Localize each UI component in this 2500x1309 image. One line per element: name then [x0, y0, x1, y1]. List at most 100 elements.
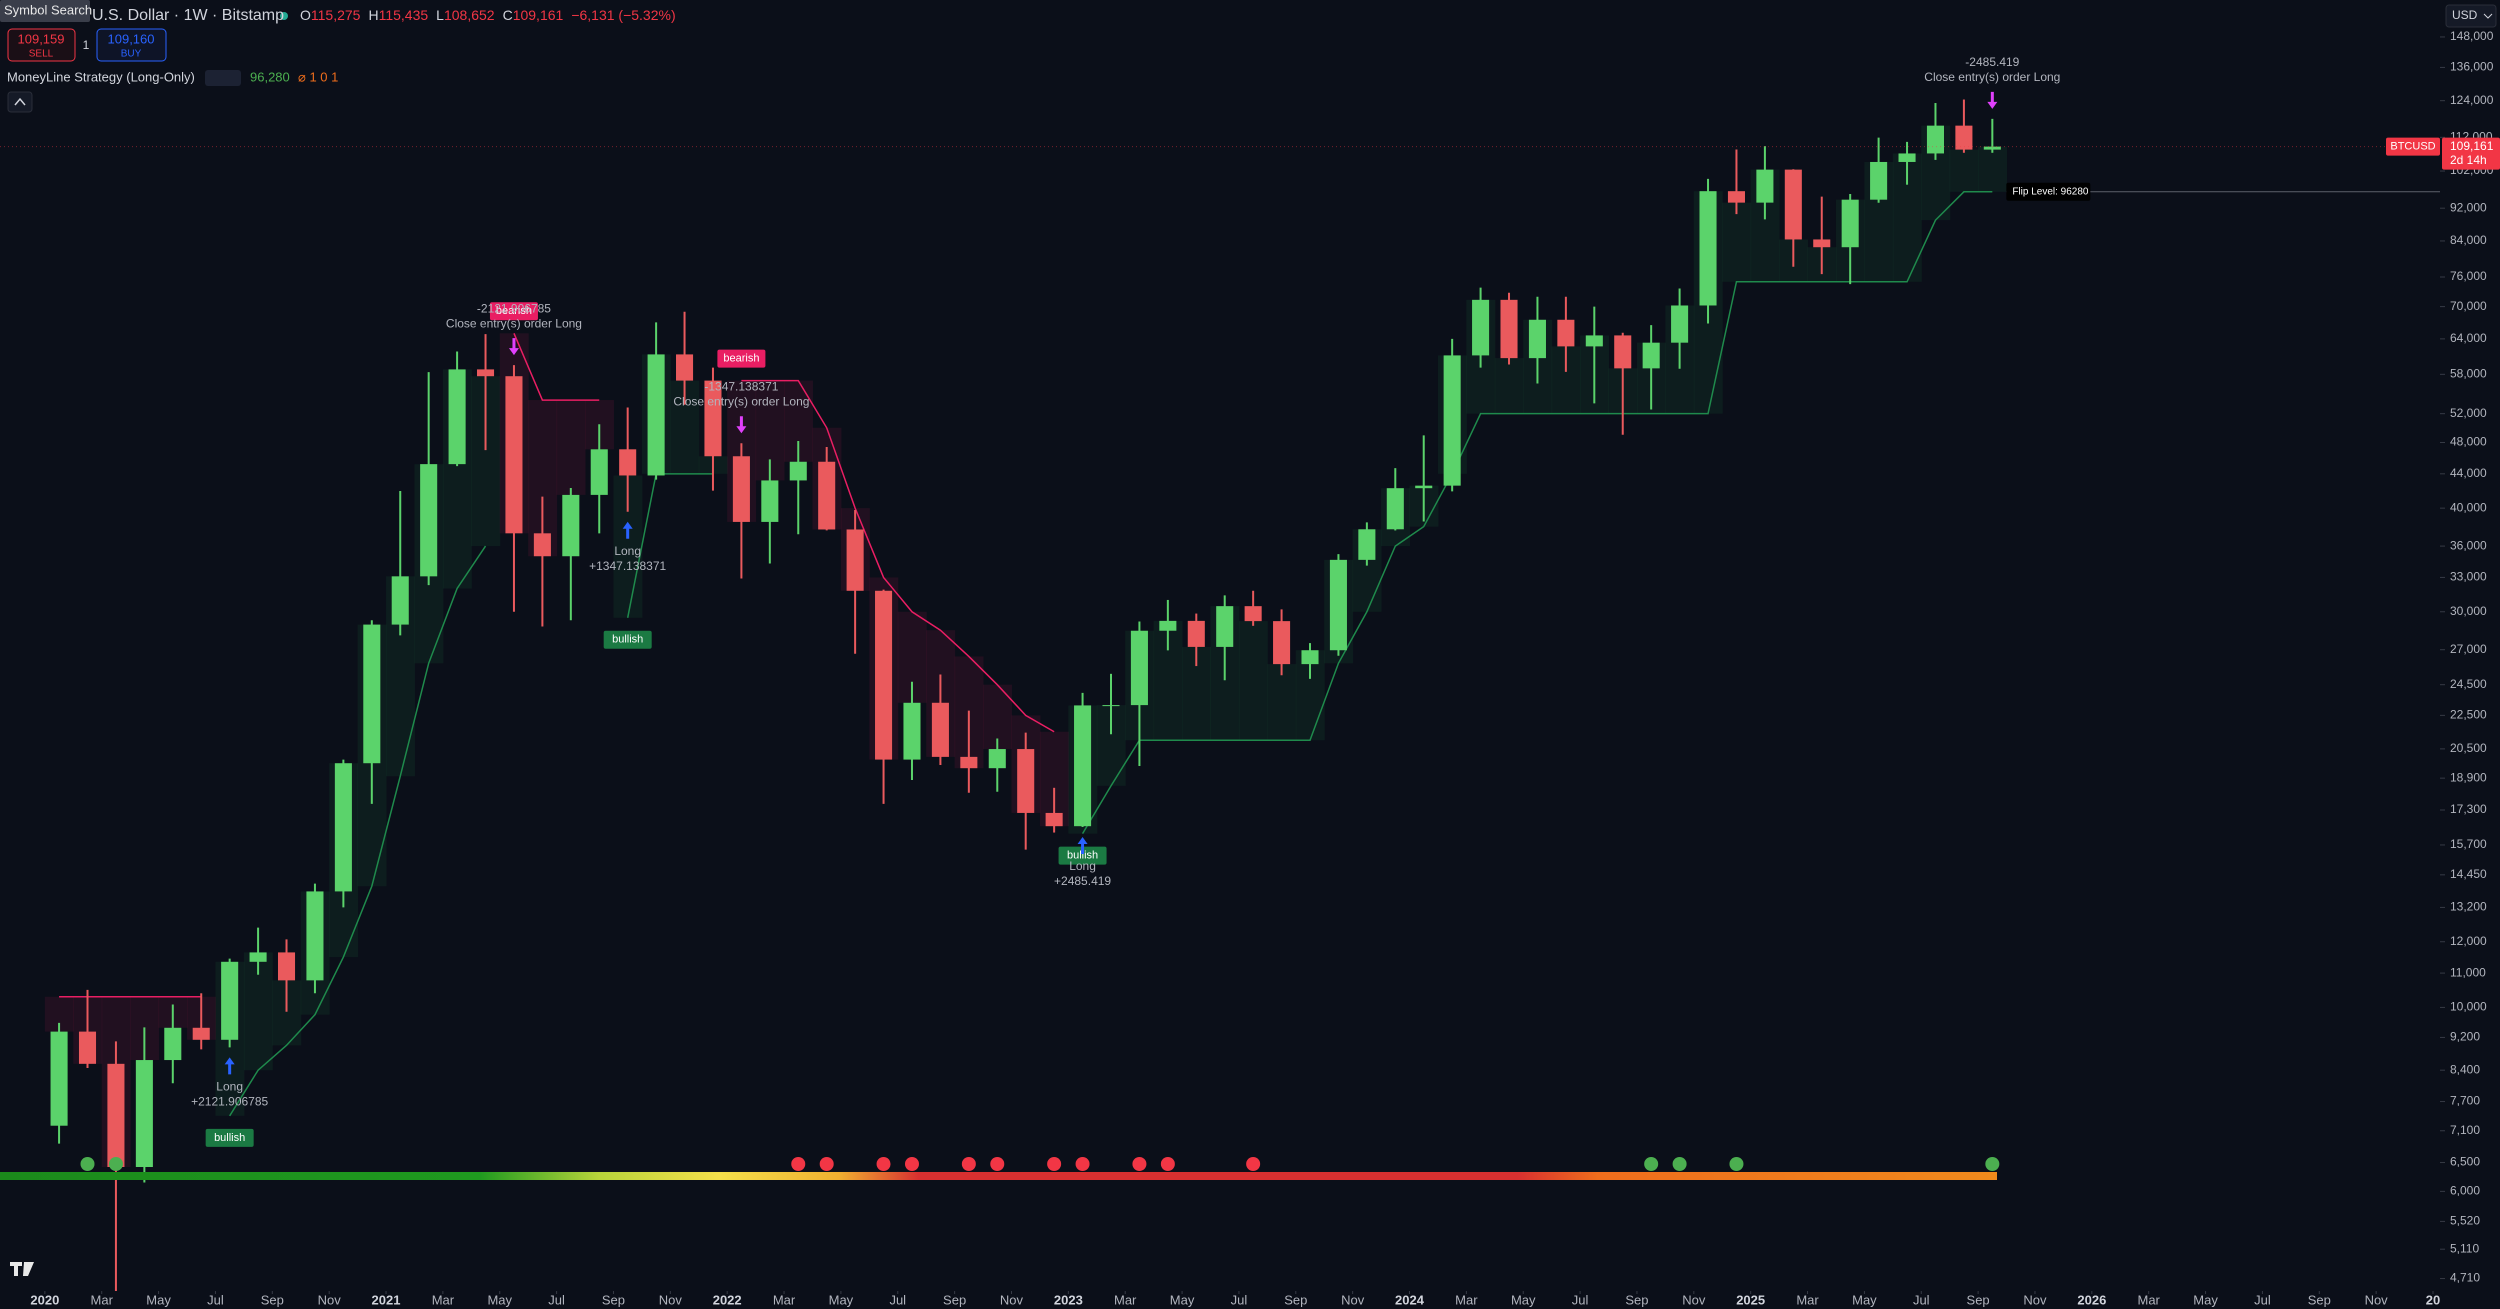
buy-label: BUY — [121, 49, 142, 60]
y-tick-label: 7,700 — [2450, 1094, 2480, 1108]
candle-body — [1102, 705, 1120, 707]
candle-body — [1898, 153, 1916, 162]
x-tick-label: Jul — [1572, 1292, 1589, 1307]
candle-body — [704, 380, 722, 457]
y-tick-label: 76,000 — [2450, 269, 2487, 283]
status-dot — [280, 12, 288, 20]
candle-body — [1955, 125, 1973, 150]
x-tick-label: May — [487, 1292, 512, 1307]
y-tick-label: 22,500 — [2450, 708, 2487, 722]
candle-body — [363, 624, 381, 764]
trend-label: bullish — [214, 1132, 245, 1144]
candle-body — [135, 1060, 153, 1168]
x-tick-label: Sep — [943, 1292, 966, 1307]
trail-line — [513, 333, 600, 401]
flip-level-box — [2006, 182, 2091, 201]
candle-body — [562, 494, 580, 557]
x-tick-label: Jul — [548, 1292, 565, 1307]
trend-label: bullish — [1067, 850, 1098, 862]
exit-arrow — [1987, 91, 1998, 109]
candle-body — [1329, 559, 1347, 651]
y-tick-label: 33,000 — [2450, 570, 2487, 584]
trend-label-box — [603, 630, 652, 649]
trade-amount: -2485.419 — [1965, 55, 2019, 69]
y-tick-label: 10,000 — [2450, 1000, 2487, 1014]
ohlc-value: 109,161 — [513, 7, 564, 23]
x-tick-label: Nov — [1341, 1292, 1365, 1307]
candle-body — [1699, 191, 1717, 306]
currency-button[interactable] — [2445, 4, 2497, 28]
ohlc-key: L — [436, 7, 444, 23]
ohlc-value: 108,652 — [444, 7, 495, 23]
y-tick-label: 52,000 — [2450, 406, 2487, 420]
buy-button[interactable] — [96, 28, 167, 62]
ohlc-key: O — [300, 7, 311, 23]
x-tick-label: Mar — [432, 1292, 455, 1307]
candle-body — [1415, 485, 1433, 489]
entry-arrow — [1077, 837, 1088, 855]
x-tick-label: Mar — [1796, 1292, 1819, 1307]
collapse-button[interactable] — [7, 91, 33, 113]
y-tick-label: 5,110 — [2450, 1241, 2479, 1255]
candle-body — [1671, 305, 1689, 343]
plot-area — [44, 99, 2008, 1291]
candle-body — [448, 369, 466, 465]
ohlc-value: 115,435 — [379, 7, 429, 23]
candle-body — [306, 891, 324, 981]
flip-level-label: Flip Level: 96280 — [2012, 186, 2089, 197]
x-tick-label: Nov — [318, 1292, 342, 1307]
trade-text: Long — [1069, 859, 1096, 873]
x-tick-label: Jul — [2254, 1292, 2271, 1307]
trend-fill — [1978, 146, 2008, 192]
trade-text: Long — [614, 544, 641, 558]
candle-body — [1500, 299, 1518, 359]
y-tick-label: 14,450 — [2450, 867, 2487, 881]
candle-body — [732, 456, 750, 522]
y-tick-label: 6,000 — [2450, 1184, 2480, 1198]
currency: USD — [2452, 8, 2478, 22]
candle-body — [1784, 169, 1802, 240]
y-tick-label: 18,900 — [2450, 770, 2487, 784]
y-tick-label: 5,520 — [2450, 1214, 2480, 1228]
overlay: bullishbearishbullishbearishbullishLong+… — [0, 55, 2440, 1171]
y-tick-label: 30,000 — [2450, 604, 2487, 618]
candle-body — [420, 464, 438, 577]
symbol-tag-box — [2386, 137, 2440, 156]
last-price-label: 109,161 — [2450, 139, 2494, 153]
candle-body — [334, 763, 352, 892]
signal-dot — [80, 1157, 95, 1171]
y-tick-label: 44,000 — [2450, 466, 2487, 480]
symbol-title: U.S. Dollar · 1W · Bitstamp — [92, 7, 284, 24]
trade-amount: -2121.906785 — [477, 301, 551, 315]
candle-body — [1585, 335, 1603, 347]
signal-dot — [1246, 1157, 1261, 1171]
sell-button[interactable] — [7, 28, 76, 62]
candle-body — [192, 1027, 210, 1040]
trail-line — [626, 473, 713, 618]
candle-body — [50, 1031, 68, 1126]
candle-body — [1926, 125, 1944, 154]
x-tick-label: May — [1170, 1292, 1195, 1307]
sell-label: SELL — [29, 49, 54, 60]
y-tick-label: 4,710 — [2450, 1271, 2480, 1285]
candle-body — [903, 702, 921, 760]
signal-dot — [1985, 1157, 2000, 1171]
y-tick-label: 92,000 — [2450, 200, 2487, 214]
trend-label-box — [205, 1128, 254, 1147]
x-tick-label: 20 — [2426, 1292, 2440, 1307]
candle-body — [988, 749, 1006, 769]
candle-body — [1870, 161, 1888, 200]
indicator-icons[interactable] — [205, 70, 241, 86]
symbol-search-tooltip[interactable] — [0, 0, 90, 22]
signal-dot — [819, 1157, 834, 1171]
candle-body — [107, 1063, 125, 1168]
axes: 148,000136,000124,000112,000102,00092,00… — [30, 29, 2500, 1307]
x-tick-label: Mar — [91, 1292, 114, 1307]
countdown: 2d 14h — [2450, 153, 2487, 167]
trail-line — [1081, 191, 1993, 835]
y-tick-label: 24,500 — [2450, 677, 2487, 691]
x-tick-label: Nov — [1000, 1292, 1024, 1307]
x-tick-label: Mar — [1114, 1292, 1137, 1307]
y-tick-label: 36,000 — [2450, 538, 2487, 552]
signal-dot — [1672, 1157, 1687, 1171]
